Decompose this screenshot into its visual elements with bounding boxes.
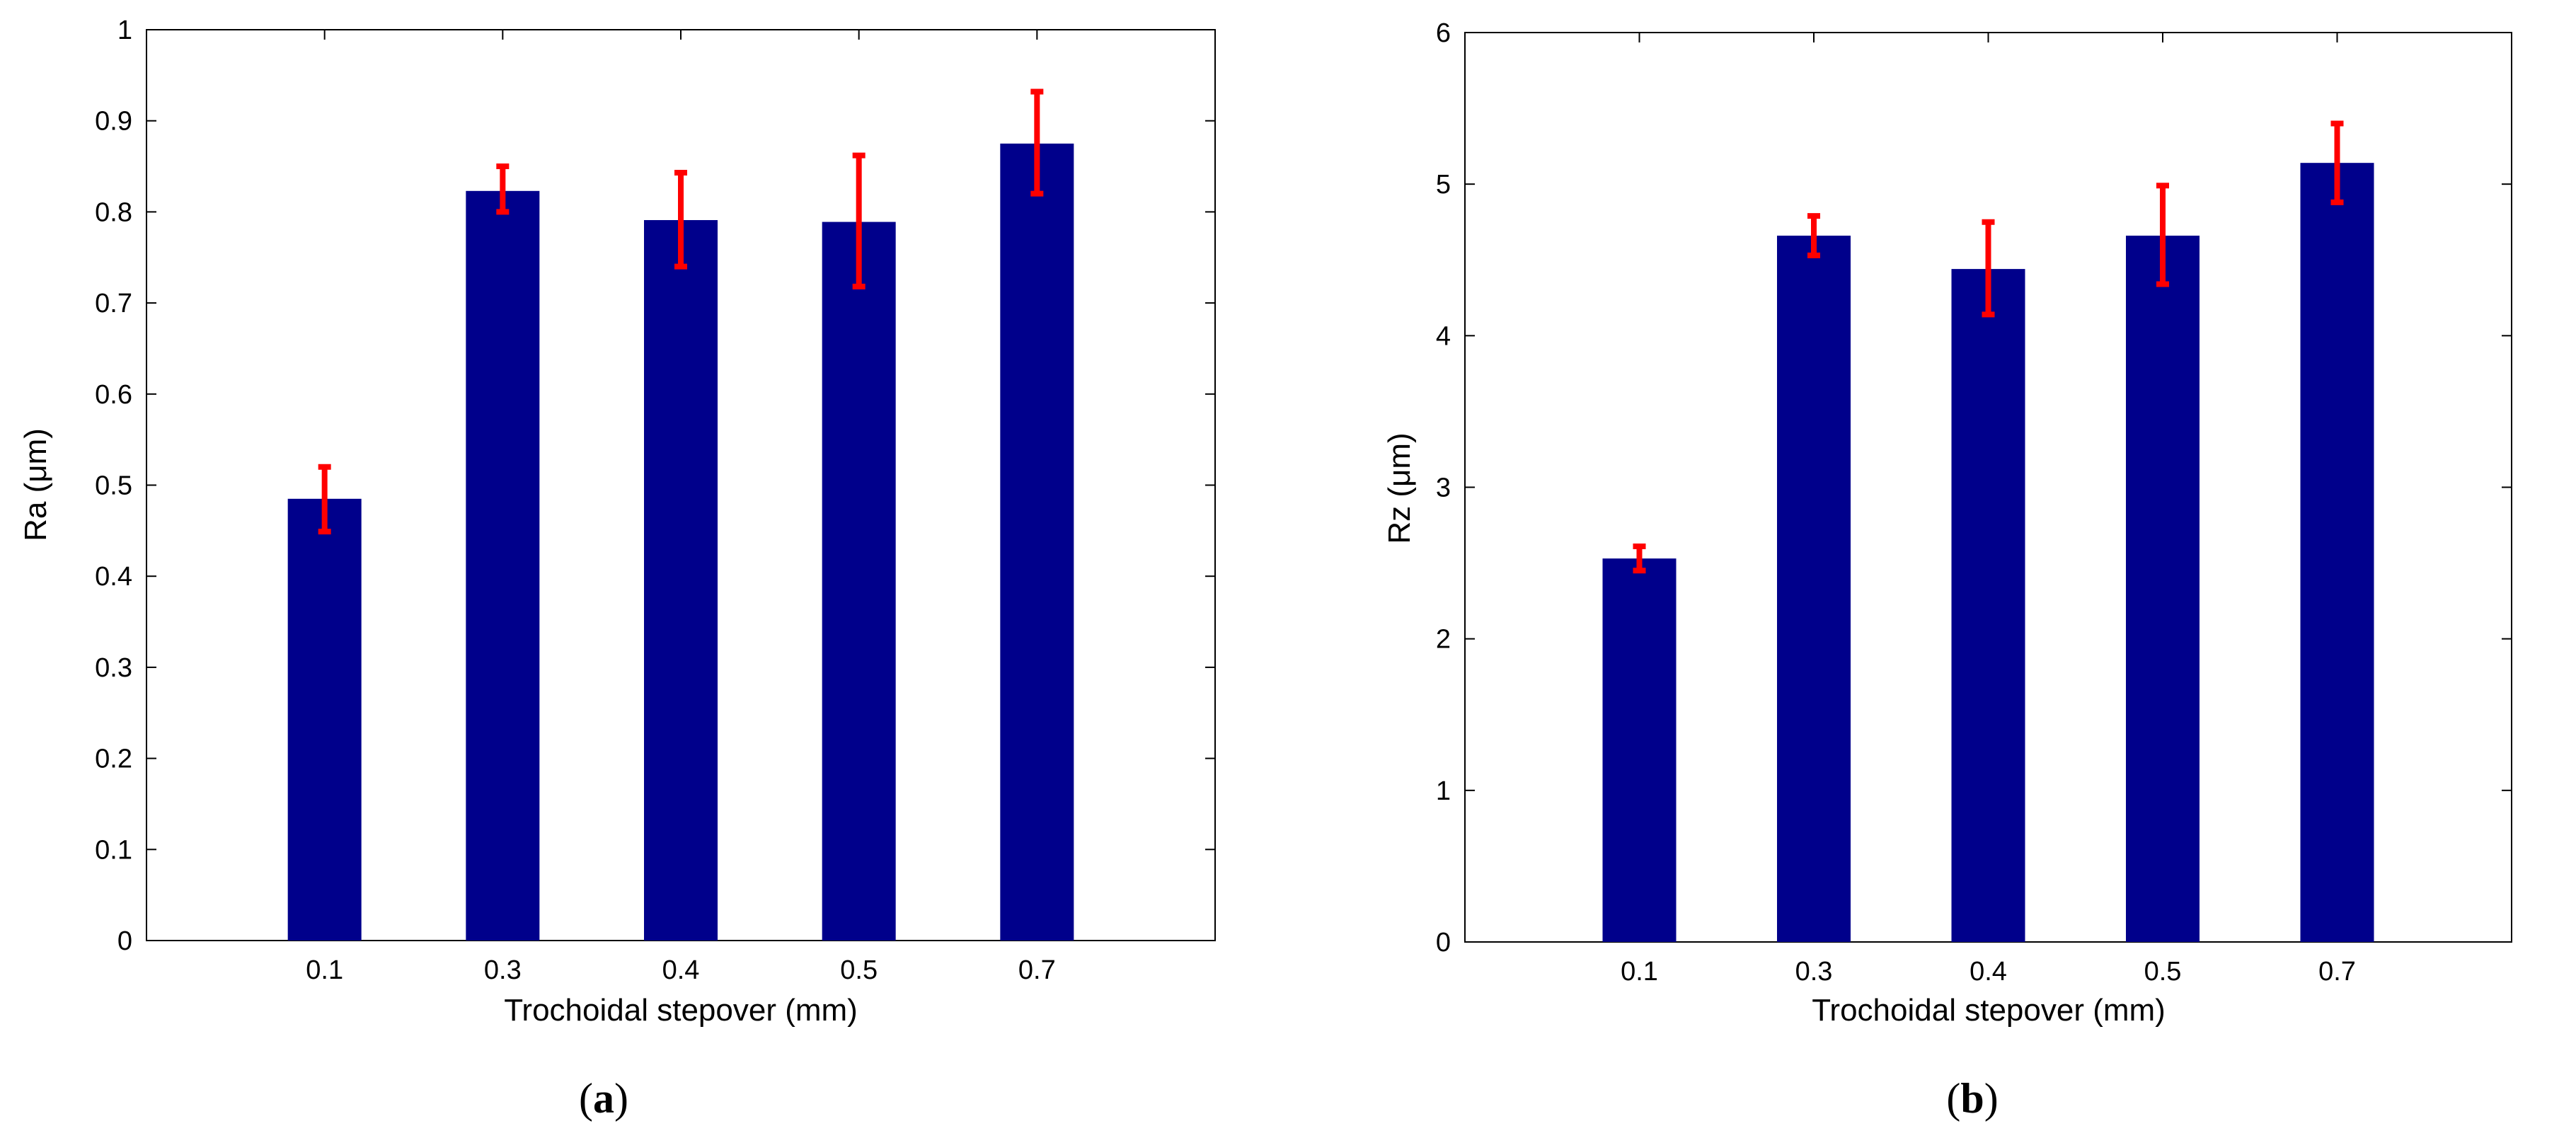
x-tick-label: 0.5 <box>840 955 878 985</box>
y-tick-label: 0 <box>117 926 132 956</box>
x-tick-label: 0.7 <box>1018 955 1056 985</box>
y-tick-label: 0.2 <box>95 745 132 774</box>
y-axis-title-a: Ra (μm) <box>18 428 53 541</box>
bar <box>1602 558 1677 942</box>
y-tick-label: 1 <box>1436 776 1451 806</box>
y-tick-label: 0 <box>1436 928 1451 958</box>
y-tick-label: 5 <box>1436 170 1451 200</box>
error-bar <box>318 464 331 535</box>
error-bar <box>1030 88 1044 197</box>
panel-label-a: (a) <box>579 1075 628 1122</box>
y-tick-label: 0.9 <box>95 107 132 137</box>
x-tick-label: 0.1 <box>1621 957 1658 987</box>
bars-a <box>287 143 1074 941</box>
bar <box>1000 143 1074 941</box>
bar <box>1777 235 1851 942</box>
error-bar <box>852 152 866 289</box>
y-axis-title-b: Rz (μm) <box>1382 432 1417 544</box>
bar <box>644 219 718 941</box>
y-tick-labels-b: 0 1 2 3 4 5 6 <box>1436 18 1451 958</box>
x-tick-label: 0.1 <box>306 955 343 985</box>
x-tick-label: 0.4 <box>662 955 700 985</box>
error-bars-b <box>1633 120 2344 574</box>
error-bar <box>674 170 687 270</box>
y-tick-label: 1 <box>117 16 132 45</box>
y-tick-label: 4 <box>1436 321 1451 351</box>
y-tick-label: 0.3 <box>95 653 132 683</box>
y-ticks-a <box>146 29 1215 941</box>
error-bar <box>1982 219 1995 318</box>
chart-panel-b: 0 1 2 3 4 5 6 0.1 0.3 0.4 0.5 0.7 Trochoidal stepo… <box>1382 18 2512 1122</box>
bars-b <box>1602 163 2374 943</box>
error-bar <box>1633 544 1646 574</box>
bar <box>2300 163 2374 942</box>
x-tick-label: 0.5 <box>2144 957 2182 987</box>
x-tick-labels-a: 0.1 0.3 0.4 0.5 0.7 <box>306 955 1055 985</box>
x-axis-title-a: Trochoidal stepover (mm) <box>504 993 858 1028</box>
error-bar <box>496 163 510 215</box>
y-tick-labels-a: 0 0.1 0.2 0.3 0.4 0.5 0.6 0.7 0.8 0.9 1 <box>95 16 132 956</box>
y-tick-label: 0.8 <box>95 197 132 227</box>
y-tick-label: 0.7 <box>95 289 132 318</box>
bar <box>287 498 362 941</box>
x-tick-label: 0.4 <box>1970 957 2007 987</box>
bar <box>1951 269 2025 943</box>
panel-label-b: (b) <box>1946 1075 1998 1122</box>
error-bars-a <box>318 88 1044 535</box>
y-tick-label: 0.5 <box>95 471 132 501</box>
x-tick-labels-b: 0.1 0.3 0.4 0.5 0.7 <box>1621 957 2356 987</box>
bar <box>466 190 540 941</box>
bar <box>2126 235 2200 942</box>
x-axis-title-b: Trochoidal stepover (mm) <box>1812 993 2166 1028</box>
y-tick-label: 0.4 <box>95 562 132 592</box>
x-tick-label: 0.3 <box>1795 957 1833 987</box>
y-tick-label: 3 <box>1436 473 1451 503</box>
error-bar <box>2156 183 2169 287</box>
error-bar <box>2330 120 2344 205</box>
bar <box>822 222 896 941</box>
y-tick-label: 0.6 <box>95 380 132 410</box>
error-bar <box>1807 213 1820 258</box>
x-tick-label: 0.7 <box>2318 957 2356 987</box>
y-tick-label: 6 <box>1436 18 1451 48</box>
y-tick-label: 0.1 <box>95 835 132 865</box>
x-tick-label: 0.3 <box>484 955 522 985</box>
chart-panel-a: 00.10.20.30.40.50.60.70.80.91 0.1 0.3 0.4 0… <box>18 16 1216 1122</box>
y-tick-label: 2 <box>1436 625 1451 655</box>
